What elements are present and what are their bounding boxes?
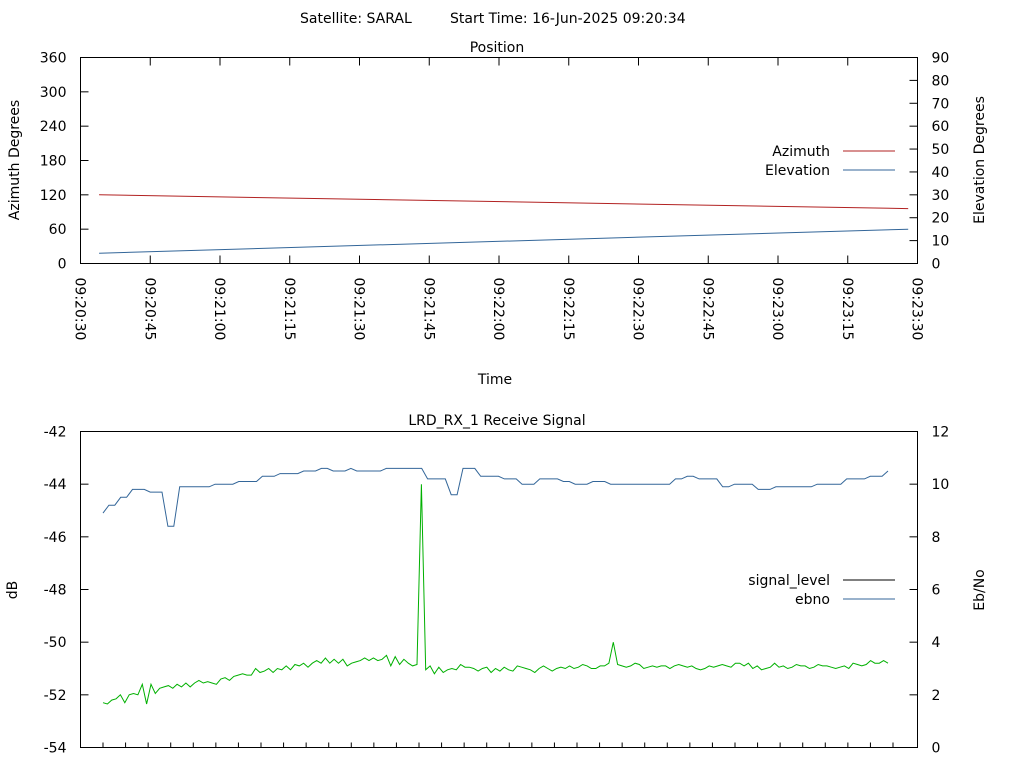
y-tick-label: -44 [44,477,67,493]
signal-right-ticks: 0 2 4 6 8 10 12 [909,425,950,757]
y-tick-label: 60 [49,222,67,238]
y2-tick-label: 8 [932,530,941,546]
x-tick-label: 09:21:45 [420,278,436,341]
position-chart: Position 0 60 120 180 240 300 360 0 10 20 30 40 50 6… [7,40,988,388]
signal-left-ticks: -54 -52 -50 -48 -46 -44 -42 [44,425,89,757]
y-tick-label: -42 [44,425,67,441]
azimuth-axis-label: Azimuth Degrees [7,100,23,220]
legend-azimuth-label: Azimuth [772,144,830,160]
x-tick-label: 09:22:30 [630,278,646,341]
elevation-axis-label: Elevation Degrees [972,96,988,224]
x-tick-label: 09:21:15 [281,278,297,341]
series-2-line [102,484,889,705]
x-tick-label: 09:21:30 [351,278,367,341]
legend-signal-level-label: signal_level [748,573,830,589]
y2-tick-label: 50 [932,142,950,158]
y-tick-label: -46 [44,530,67,546]
y2-tick-label: 4 [932,635,941,651]
y-tick-label: 120 [40,188,67,204]
x-tick-label: 09:23:15 [839,278,855,341]
y2-tick-label: 70 [932,96,950,112]
legend-elevation-label: Elevation [765,163,830,179]
x-tick-label: 09:21:00 [211,278,227,341]
db-axis-label: dB [5,581,21,600]
series-elevation-line [99,228,909,254]
y2-tick-label: 0 [932,257,941,273]
y2-tick-label: 90 [932,51,950,67]
y2-tick-label: 80 [932,73,950,89]
position-right-ticks: 0 10 20 30 40 50 60 70 80 90 [909,51,950,273]
y-tick-label: 240 [40,119,67,135]
series-ebno-line [102,467,889,527]
signal-x-ticks [102,742,894,748]
x-tick-label: 09:20:30 [72,278,88,341]
ebno-axis-label: Eb/No [972,569,988,611]
satellite-label: Satellite: SARAL [300,11,412,27]
y-tick-label: -54 [44,741,67,757]
y2-tick-label: 10 [932,234,950,250]
legend-ebno-label: ebno [795,592,830,608]
x-tick-label: 09:22:45 [699,278,715,341]
y2-tick-label: 10 [932,477,950,493]
y-tick-label: 360 [40,51,67,67]
signal-series [102,467,889,705]
y-tick-label: 0 [58,257,67,273]
y2-tick-label: 2 [932,688,941,704]
x-tick-label: 09:22:15 [560,278,576,341]
y-tick-label: 300 [40,85,67,101]
y2-tick-label: 30 [932,188,950,204]
y2-tick-label: 0 [932,741,941,757]
x-tick-label: 09:22:00 [490,278,506,341]
signal-legend: signal_level ebno [748,573,895,608]
position-series [99,194,909,254]
signal-chart-title: LRD_RX_1 Receive Signal [408,413,585,429]
position-legend: Azimuth Elevation [765,144,895,179]
x-tick-label: 09:20:45 [141,278,157,341]
x-tick-label: 09:23:30 [909,278,925,341]
y2-tick-label: 60 [932,119,950,135]
time-axis-label: Time [477,372,512,388]
position-chart-title: Position [470,40,525,56]
y-tick-label: 180 [40,154,67,170]
y2-tick-label: 12 [932,425,950,441]
position-x-ticks: 09:20:30 09:20:45 09:21:00 09:21:15 09:21:30… [72,57,925,341]
position-left-ticks: 0 60 120 180 240 300 360 [40,51,89,273]
y-tick-label: -50 [44,635,67,651]
signal-chart: LRD_RX_1 Receive Signal -54-52-50-48-46-… [5,413,988,757]
start-time-label: Start Time: 16-Jun-2025 09:20:34 [450,11,686,27]
y-tick-label: -48 [44,583,67,599]
y-tick-label: -52 [44,688,67,704]
y2-tick-label: 6 [932,583,941,599]
series-azimuth-line [99,194,909,210]
x-tick-label: 09:23:00 [769,278,785,341]
signal-plot-frame [80,431,918,748]
y2-tick-label: 20 [932,211,950,227]
y2-tick-label: 40 [932,165,950,181]
